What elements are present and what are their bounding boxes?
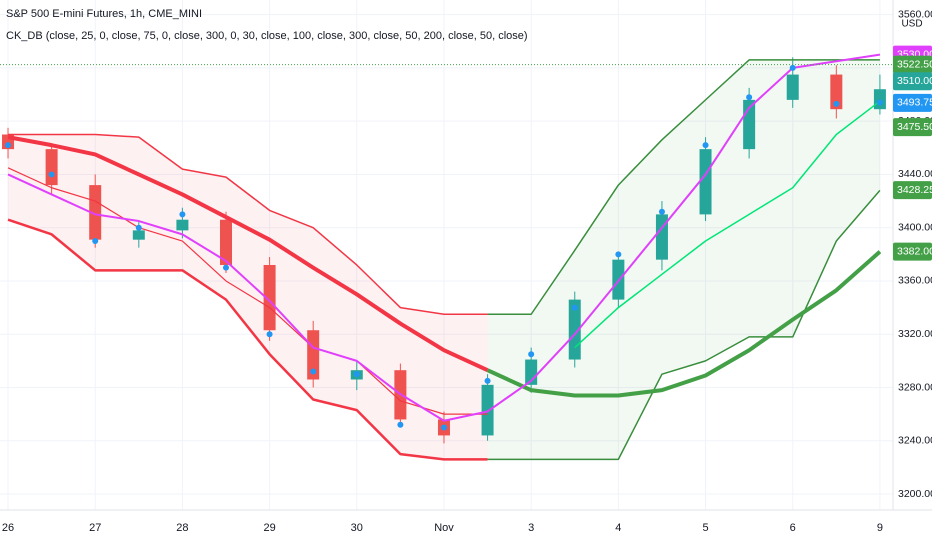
candle-body bbox=[263, 264, 276, 331]
x-tick-label: 29 bbox=[263, 522, 275, 534]
indicator-dot bbox=[310, 368, 317, 375]
indicator-line bbox=[7, 53, 881, 422]
y-tick-label: 3360.00 bbox=[898, 275, 932, 287]
price-tag-label: 3510.00 bbox=[897, 75, 932, 87]
x-tick-label: 3 bbox=[528, 522, 534, 534]
price-tag-label: 3475.50 bbox=[897, 121, 932, 133]
indicator-dot bbox=[702, 142, 709, 149]
indicator-line bbox=[486, 250, 882, 398]
price-tag bbox=[893, 181, 932, 200]
indicator-line bbox=[487, 189, 881, 461]
candle-body bbox=[830, 74, 843, 110]
y-tick-label: 3560.00 bbox=[898, 8, 932, 20]
x-tick-label: 27 bbox=[89, 522, 101, 534]
candle-body bbox=[481, 384, 494, 436]
x-tick-label: 26 bbox=[2, 522, 14, 534]
chart-title: S&P 500 E-mini Futures, 1h, CME_MINI bbox=[6, 8, 202, 20]
x-tick-label: 30 bbox=[351, 522, 363, 534]
x-tick-label: 28 bbox=[176, 522, 188, 534]
candle-body bbox=[699, 149, 712, 215]
price-tag bbox=[893, 118, 932, 137]
band-fill bbox=[487, 59, 880, 460]
indicator-dot bbox=[833, 100, 840, 107]
candle-body bbox=[873, 89, 886, 110]
indicator-dot bbox=[135, 224, 142, 231]
indicator-dot bbox=[484, 377, 491, 384]
price-tag-label: 3382.00 bbox=[897, 245, 932, 257]
indicator-line bbox=[574, 100, 881, 349]
y-tick-label: 3280.00 bbox=[898, 381, 932, 393]
indicator-dot bbox=[746, 94, 753, 101]
indicator-dot bbox=[222, 264, 229, 271]
currency-label: USD bbox=[901, 19, 922, 30]
indicator-dot bbox=[876, 99, 883, 106]
price-tag bbox=[893, 55, 932, 74]
price-tag-label: 3428.25 bbox=[897, 184, 932, 196]
plot-area bbox=[0, 0, 893, 510]
candle-body bbox=[132, 230, 145, 240]
price-tag bbox=[893, 242, 932, 261]
x-tick-label: Nov bbox=[434, 522, 454, 534]
candle-body bbox=[786, 74, 799, 100]
price-tag-label: 3522.50 bbox=[897, 58, 932, 70]
price-tag-label: 3493.75 bbox=[897, 97, 932, 109]
indicator-dot bbox=[615, 251, 622, 258]
indicator-line bbox=[7, 218, 488, 461]
y-tick-label: 3320.00 bbox=[898, 328, 932, 340]
band-fill bbox=[8, 134, 488, 460]
x-tick-label: 5 bbox=[702, 522, 708, 534]
indicator-line bbox=[8, 133, 488, 316]
price-tag bbox=[893, 93, 932, 112]
y-tick-label: 3400.00 bbox=[898, 221, 932, 233]
indicator-line bbox=[7, 167, 488, 415]
x-tick-label: 4 bbox=[615, 522, 621, 534]
indicator-dot bbox=[5, 142, 12, 149]
candle-body bbox=[655, 214, 668, 260]
candle-body bbox=[219, 219, 232, 265]
y-tick-label: 3440.00 bbox=[898, 168, 932, 180]
indicator-dot bbox=[789, 64, 796, 71]
indicator-dot bbox=[353, 371, 360, 378]
indicator-dot bbox=[48, 171, 55, 178]
indicator-dot bbox=[179, 211, 186, 218]
candle-body bbox=[176, 219, 189, 231]
indicator-dot bbox=[571, 304, 578, 311]
x-tick-label: 9 bbox=[877, 522, 883, 534]
indicator-dot bbox=[658, 208, 665, 215]
indicator-line bbox=[7, 135, 489, 373]
candle-body bbox=[45, 149, 58, 186]
y-tick-label: 3200.00 bbox=[898, 488, 932, 500]
y-tick-label: 3240.00 bbox=[898, 435, 932, 447]
x-tick-label: 6 bbox=[790, 522, 796, 534]
indicator-dot bbox=[266, 331, 273, 338]
indicator-dot bbox=[397, 421, 404, 428]
candle-body bbox=[89, 185, 102, 240]
indicator-dot bbox=[528, 351, 535, 358]
indicator-dot bbox=[92, 238, 99, 245]
indicator-line bbox=[487, 59, 880, 316]
indicator-label: CK_DB (close, 25, 0, close, 75, 0, close… bbox=[6, 30, 528, 42]
indicator-dot bbox=[440, 424, 447, 431]
candle-body bbox=[307, 330, 320, 380]
price-tag bbox=[893, 72, 932, 91]
